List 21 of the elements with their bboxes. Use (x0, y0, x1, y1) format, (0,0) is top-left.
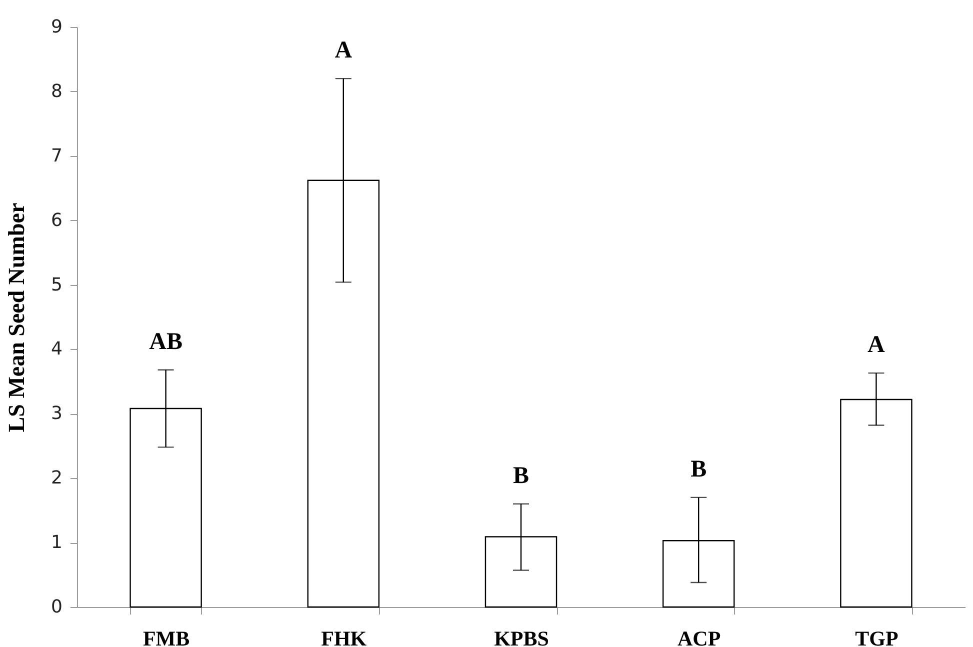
annotation: AB (149, 328, 182, 355)
y-tick-label: 8 (51, 80, 62, 102)
x-tick-label: FMB (142, 626, 190, 647)
annotation: B (690, 456, 707, 482)
y-tick-label: 1 (51, 532, 62, 554)
y-tick-label: 9 (51, 16, 62, 38)
y-tick-label: 7 (51, 145, 62, 166)
x-tick-label: TGP (855, 626, 898, 647)
x-tick-label: ACP (678, 626, 721, 647)
x-tick-label: KPBS (494, 626, 549, 647)
y-tick-label: 0 (51, 596, 62, 618)
y-tick-label: 5 (51, 274, 62, 296)
annotation: A (868, 332, 886, 358)
y-tick-label: 6 (51, 210, 62, 231)
annotation: A (334, 38, 353, 64)
y-axis-title: LS Mean Seed Number (4, 202, 30, 432)
y-tick-label: 4 (51, 338, 62, 360)
annotation: B (512, 462, 530, 489)
y-tick-label: 2 (51, 468, 62, 489)
y-tick-label: 3 (51, 403, 62, 424)
x-tick-label: FHK (321, 626, 368, 647)
